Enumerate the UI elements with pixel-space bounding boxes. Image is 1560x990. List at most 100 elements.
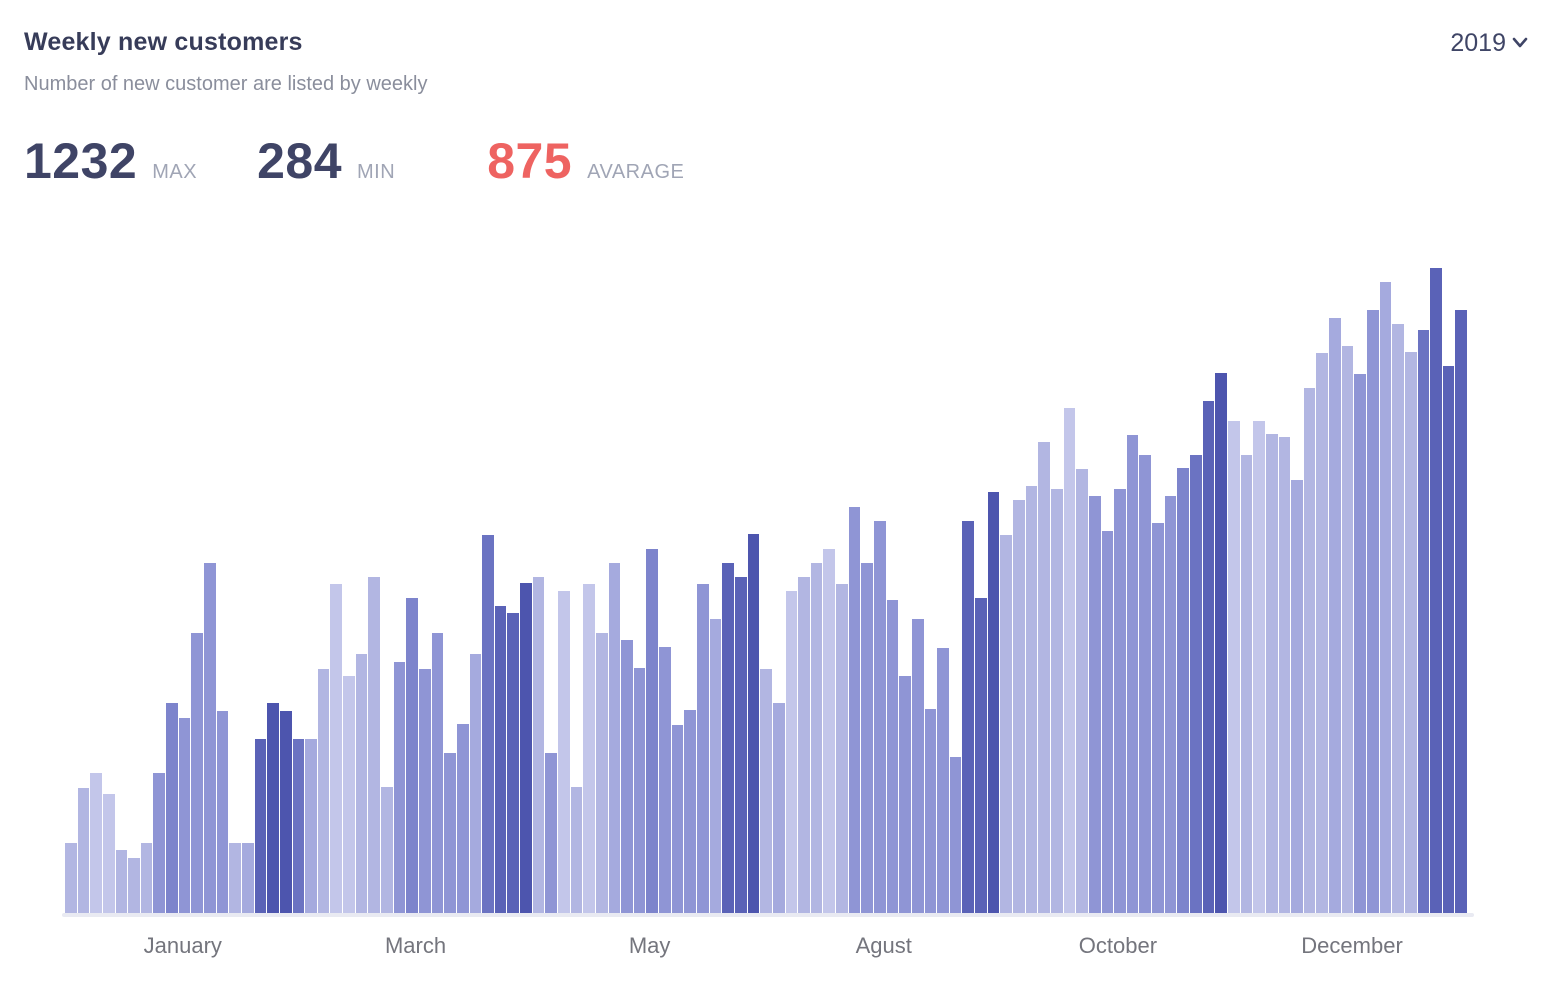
chart-bar[interactable] xyxy=(798,577,810,913)
chart-bar[interactable] xyxy=(77,788,90,913)
chart-bar[interactable] xyxy=(760,669,772,913)
chart-bar[interactable] xyxy=(507,613,520,913)
chart-bar[interactable] xyxy=(115,850,128,913)
chart-bar[interactable] xyxy=(1076,469,1088,913)
chart-bar[interactable] xyxy=(570,787,583,913)
chart-bar[interactable] xyxy=(393,662,406,913)
chart-bar[interactable] xyxy=(1050,489,1063,913)
chart-bar[interactable] xyxy=(267,703,279,913)
chart-bar[interactable] xyxy=(874,521,886,913)
chart-bar[interactable] xyxy=(65,843,77,913)
chart-bar[interactable] xyxy=(1101,531,1114,913)
chart-bar[interactable] xyxy=(1202,401,1215,913)
chart-bar[interactable] xyxy=(229,843,241,913)
chart-bar[interactable] xyxy=(722,563,734,913)
chart-bar[interactable] xyxy=(1265,434,1278,913)
chart-bar[interactable] xyxy=(532,577,545,913)
chart-bar[interactable] xyxy=(482,535,494,913)
chart-bar[interactable] xyxy=(1404,352,1417,913)
chart-bar[interactable] xyxy=(368,577,381,913)
chart-bar[interactable] xyxy=(1126,435,1139,913)
chart-bar[interactable] xyxy=(1442,366,1455,913)
chart-bar[interactable] xyxy=(241,843,254,913)
chart-bar[interactable] xyxy=(1114,489,1126,913)
chart-bar[interactable] xyxy=(153,773,166,913)
chart-bar[interactable] xyxy=(785,591,798,913)
chart-bar[interactable] xyxy=(90,773,102,913)
chart-bar[interactable] xyxy=(621,640,633,913)
chart-bar[interactable] xyxy=(1366,310,1379,913)
chart-bar[interactable] xyxy=(381,787,393,913)
chart-bar[interactable] xyxy=(178,718,191,913)
chart-bar[interactable] xyxy=(709,619,722,913)
chart-bar[interactable] xyxy=(1417,330,1430,913)
chart-bar[interactable] xyxy=(456,724,469,913)
chart-bar[interactable] xyxy=(1329,318,1341,913)
chart-bar[interactable] xyxy=(949,757,962,913)
chart-bar[interactable] xyxy=(166,703,178,913)
chart-bar[interactable] xyxy=(810,563,823,913)
chart-bar[interactable] xyxy=(140,843,153,913)
chart-bar[interactable] xyxy=(734,577,747,913)
chart-bar[interactable] xyxy=(317,669,330,913)
chart-bar[interactable] xyxy=(128,858,140,913)
chart-bar[interactable] xyxy=(646,549,659,913)
chart-bar[interactable] xyxy=(1139,455,1152,913)
chart-bar[interactable] xyxy=(1291,480,1303,913)
chart-bar[interactable] xyxy=(937,648,949,913)
chart-bar[interactable] xyxy=(1063,408,1076,913)
chart-bar[interactable] xyxy=(444,753,456,913)
chart-bar[interactable] xyxy=(962,521,975,913)
chart-bar[interactable] xyxy=(608,563,621,913)
chart-bar[interactable] xyxy=(1088,496,1101,913)
chart-bar[interactable] xyxy=(911,619,924,913)
chart-bar[interactable] xyxy=(254,739,267,913)
chart-bar[interactable] xyxy=(494,606,507,913)
chart-bar[interactable] xyxy=(469,654,482,913)
chart-bar[interactable] xyxy=(279,711,292,913)
chart-bar[interactable] xyxy=(772,703,785,913)
chart-bar[interactable] xyxy=(330,584,343,913)
chart-bar[interactable] xyxy=(1013,500,1025,913)
chart-bar[interactable] xyxy=(191,633,204,913)
chart-bar[interactable] xyxy=(595,633,608,913)
chart-bar[interactable] xyxy=(1316,353,1329,913)
chart-bar[interactable] xyxy=(418,669,431,913)
chart-bar[interactable] xyxy=(292,739,305,913)
chart-bar[interactable] xyxy=(633,668,646,913)
chart-bar[interactable] xyxy=(1038,442,1050,913)
chart-bar[interactable] xyxy=(671,725,684,913)
chart-bar[interactable] xyxy=(1164,496,1177,913)
chart-bar[interactable] xyxy=(1152,523,1164,913)
chart-bar[interactable] xyxy=(1379,282,1392,913)
chart-bar[interactable] xyxy=(1215,373,1227,913)
chart-bar[interactable] xyxy=(848,507,861,913)
chart-bar[interactable] xyxy=(697,584,709,913)
chart-bar[interactable] xyxy=(520,583,532,913)
chart-bar[interactable] xyxy=(305,739,317,913)
chart-bar[interactable] xyxy=(1190,455,1202,913)
chart-bar[interactable] xyxy=(1253,421,1265,913)
chart-bar[interactable] xyxy=(836,584,848,913)
chart-bar[interactable] xyxy=(886,600,899,913)
chart-bar[interactable] xyxy=(1000,535,1013,913)
chart-bar[interactable] xyxy=(1430,268,1442,913)
chart-bar[interactable] xyxy=(1278,437,1291,913)
chart-bar[interactable] xyxy=(747,534,760,913)
chart-bar[interactable] xyxy=(975,598,987,913)
chart-bar[interactable] xyxy=(1354,374,1366,913)
chart-bar[interactable] xyxy=(557,591,570,913)
chart-bar[interactable] xyxy=(343,676,355,913)
chart-bar[interactable] xyxy=(924,709,937,913)
chart-bar[interactable] xyxy=(684,710,697,913)
chart-bar[interactable] xyxy=(1240,455,1253,913)
chart-bar[interactable] xyxy=(987,492,1000,913)
chart-bar[interactable] xyxy=(899,676,911,913)
chart-bar[interactable] xyxy=(1341,346,1354,913)
chart-bar[interactable] xyxy=(545,753,557,913)
chart-bar[interactable] xyxy=(1025,486,1038,913)
chart-bar[interactable] xyxy=(583,584,595,913)
chart-bar[interactable] xyxy=(1392,324,1404,913)
chart-bar[interactable] xyxy=(659,647,671,913)
chart-bar[interactable] xyxy=(823,549,836,913)
